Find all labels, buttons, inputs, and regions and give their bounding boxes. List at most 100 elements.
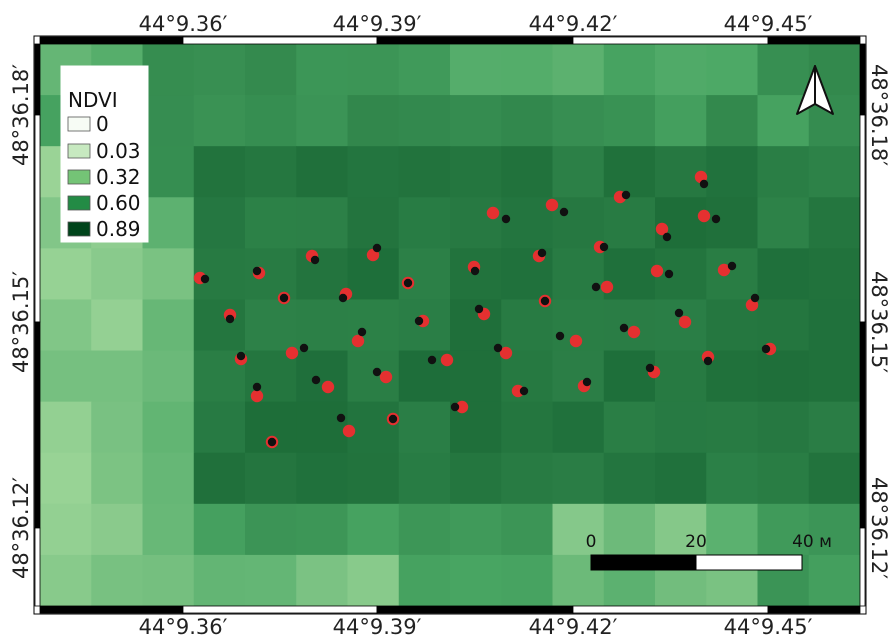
raster-cell [296,401,349,454]
measured-point [545,198,559,212]
predicted-point [267,437,277,447]
measured-point [250,389,264,403]
predicted-point [252,266,262,276]
raster-cell [552,401,605,454]
raster-cell [450,452,502,505]
raster-cell [757,503,810,556]
raster-cell [706,44,759,96]
raster-cell [501,44,554,96]
raster-cell [142,299,195,352]
frame-segment [859,527,866,607]
raster-cell [808,350,860,403]
frame-segment [767,605,861,614]
measured-point [351,334,365,348]
raster-cell [142,146,195,198]
coord-top-1: 44°9.36′ [139,12,228,36]
raster-cell [347,401,400,454]
raster-cell [142,554,195,606]
legend: NDVI 0 0.03 0.32 0.60 0.89 [60,65,149,243]
predicted-point [582,377,592,387]
raster-cell [552,146,605,198]
predicted-point [357,327,367,337]
coord-top-2: 44°9.39′ [333,12,422,36]
raster-cell [245,452,297,505]
predicted-point [619,323,629,333]
predicted-point [403,278,413,288]
legend-swatch-3 [67,169,91,185]
raster-cell [501,554,554,606]
frame-segment [859,321,866,529]
predicted-point [761,344,771,354]
raster-cell [398,197,451,249]
raster-cell [296,146,349,198]
measured-point [379,370,393,384]
coord-top-3: 44°9.42′ [529,12,618,36]
raster-cell [808,248,860,301]
measured-point [627,325,641,339]
raster-cell [603,401,656,454]
raster-cell [398,248,451,301]
raster-cell [398,503,451,556]
scale-label-40: 40 м [792,532,832,552]
coord-left-2: 48°36.15′ [9,271,33,373]
raster-cell [347,197,400,249]
predicted-point [388,414,398,424]
raster-cell [655,248,707,301]
frame-segment [34,321,41,529]
raster-cell [603,503,656,556]
legend-swatch-2 [67,143,91,159]
raster-cell [40,299,92,352]
raster-cell [245,44,297,96]
raster-cell [347,44,400,96]
predicted-point [372,243,382,253]
raster-cell [142,248,195,301]
raster-cell [501,503,554,556]
predicted-point [662,232,672,242]
scale-bar-segment-2 [695,554,803,571]
predicted-point [427,355,437,365]
coord-left-3: 48°36.12′ [9,477,33,579]
raster-cell [655,401,707,454]
measured-point [678,315,692,329]
measured-point [655,222,669,236]
frame-segment [34,114,41,323]
raster-cell [603,146,656,198]
raster-cell [757,197,810,249]
raster-cell [552,503,605,556]
raster-cell [91,401,144,454]
predicted-point [750,293,760,303]
raster-cell [91,503,144,556]
legend-label-4: 0.60 [96,191,141,215]
raster-cell [398,95,451,147]
raster-cell [40,248,92,301]
raster-cell [347,554,400,606]
raster-cell [808,197,860,249]
legend-entry-4: 0.60 [67,191,141,215]
raster-cell [603,248,656,301]
frame-segment [376,36,574,45]
raster-cell [91,248,144,301]
raster-cell [347,95,400,147]
raster-cell [142,44,195,96]
legend-label-5: 0.89 [96,217,141,241]
raster-cell [552,248,605,301]
predicted-point [338,293,348,303]
raster-cell [142,350,195,403]
raster-cell [398,146,451,198]
raster-cell [757,146,810,198]
scale-bar-segment-1 [590,554,697,571]
legend-swatch-1 [67,116,91,132]
raster-cell [40,554,92,606]
raster-cell [40,350,92,403]
legend-entry-1: 0 [67,112,109,136]
raster-cell [501,146,554,198]
predicted-point [474,304,484,314]
raster-cell [245,554,297,606]
raster-cell [142,401,195,454]
measured-point [717,263,731,277]
raster-cell [603,452,656,505]
coord-top-4: 44°9.45′ [724,12,813,36]
raster-cell [193,401,246,454]
scale-label-20: 20 [685,532,707,552]
measured-point [342,424,356,438]
